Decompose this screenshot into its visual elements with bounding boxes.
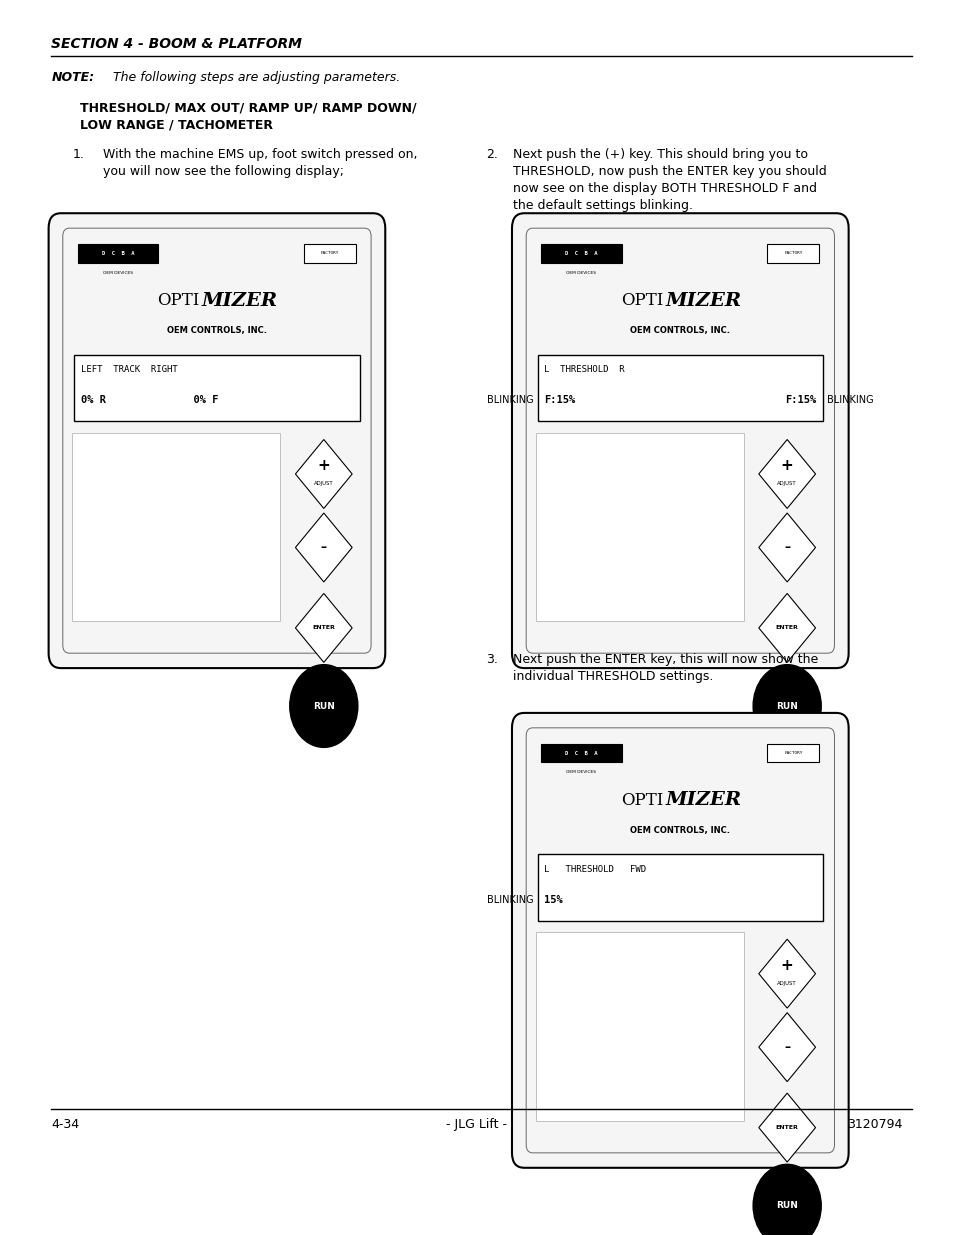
- Circle shape: [752, 1165, 821, 1235]
- Text: F:15%: F:15%: [543, 395, 575, 405]
- Text: L   THRESHOLD   FWD: L THRESHOLD FWD: [543, 864, 645, 873]
- FancyBboxPatch shape: [49, 214, 385, 668]
- Text: 1.: 1.: [72, 148, 84, 161]
- Text: The following steps are adjusting parameters.: The following steps are adjusting parame…: [105, 72, 400, 84]
- Text: OEM CONTROLS, INC.: OEM CONTROLS, INC.: [630, 825, 730, 835]
- Text: +: +: [780, 958, 793, 973]
- Text: MIZER: MIZER: [664, 291, 740, 310]
- Text: BLINKING: BLINKING: [826, 395, 873, 405]
- Text: ENTER: ENTER: [775, 1125, 798, 1130]
- Text: NOTE:: NOTE:: [51, 72, 94, 84]
- Polygon shape: [758, 939, 815, 1008]
- Text: MIZER: MIZER: [664, 792, 740, 809]
- Text: the default settings blinking.: the default settings blinking.: [513, 199, 692, 212]
- Text: OEM DEVICES: OEM DEVICES: [566, 771, 596, 774]
- Text: LEFT  TRACK  RIGHT: LEFT TRACK RIGHT: [81, 366, 177, 374]
- Text: RUN: RUN: [313, 701, 335, 710]
- Bar: [537, 855, 822, 921]
- Text: 0% R              0% F: 0% R 0% F: [81, 395, 218, 405]
- FancyBboxPatch shape: [526, 228, 834, 653]
- Text: ENTER: ENTER: [312, 625, 335, 630]
- Text: LOW RANGE / TACHOMETER: LOW RANGE / TACHOMETER: [80, 119, 273, 131]
- Text: - JLG Lift -: - JLG Lift -: [446, 1118, 507, 1130]
- Text: OPTI: OPTI: [620, 792, 662, 809]
- Text: you will now see the following display;: you will now see the following display;: [103, 165, 344, 178]
- Bar: [72, 432, 280, 621]
- Text: Next push the ENTER key, this will now show the: Next push the ENTER key, this will now s…: [513, 653, 818, 666]
- Bar: [304, 245, 355, 263]
- Polygon shape: [758, 1013, 815, 1082]
- Bar: [78, 245, 158, 263]
- Bar: [535, 932, 743, 1120]
- Text: L  THRESHOLD  R: L THRESHOLD R: [543, 366, 624, 374]
- Bar: [766, 245, 819, 263]
- FancyBboxPatch shape: [63, 228, 371, 653]
- Text: THRESHOLD, now push the ENTER key you should: THRESHOLD, now push the ENTER key you sh…: [513, 165, 826, 178]
- Polygon shape: [758, 594, 815, 662]
- FancyBboxPatch shape: [512, 214, 848, 668]
- Polygon shape: [758, 1093, 815, 1162]
- Text: ADJUST: ADJUST: [314, 480, 334, 485]
- Text: BLINKING: BLINKING: [487, 395, 533, 405]
- Text: D  C  B  A: D C B A: [565, 751, 598, 756]
- Text: THRESHOLD/ MAX OUT/ RAMP UP/ RAMP DOWN/: THRESHOLD/ MAX OUT/ RAMP UP/ RAMP DOWN/: [80, 101, 416, 114]
- Text: D  C  B  A: D C B A: [565, 251, 598, 256]
- Text: D  C  B  A: D C B A: [102, 251, 134, 256]
- Polygon shape: [295, 440, 352, 509]
- FancyBboxPatch shape: [526, 727, 834, 1152]
- Circle shape: [290, 664, 357, 747]
- Text: 15%: 15%: [543, 895, 562, 905]
- Text: –: –: [783, 1041, 789, 1053]
- Text: F:15%: F:15%: [784, 395, 816, 405]
- Polygon shape: [758, 513, 815, 582]
- Text: ADJUST: ADJUST: [777, 981, 796, 986]
- Text: ADJUST: ADJUST: [777, 480, 796, 485]
- Text: 4-34: 4-34: [51, 1118, 79, 1130]
- Text: now see on the display BOTH THRESHOLD F and: now see on the display BOTH THRESHOLD F …: [513, 183, 816, 195]
- Text: OEM CONTROLS, INC.: OEM CONTROLS, INC.: [167, 326, 267, 335]
- Text: OPTI: OPTI: [157, 291, 200, 309]
- Text: OPTI: OPTI: [620, 291, 662, 309]
- Bar: [74, 354, 359, 421]
- Text: MIZER: MIZER: [202, 291, 277, 310]
- Bar: [540, 743, 621, 762]
- Text: RUN: RUN: [776, 701, 798, 710]
- Text: 3120794: 3120794: [846, 1118, 902, 1130]
- Bar: [537, 354, 822, 421]
- Text: +: +: [780, 458, 793, 473]
- Text: –: –: [783, 541, 789, 555]
- Text: With the machine EMS up, foot switch pressed on,: With the machine EMS up, foot switch pre…: [103, 148, 417, 161]
- Text: FACTORY: FACTORY: [320, 252, 338, 256]
- Text: 3.: 3.: [486, 653, 497, 666]
- Text: ENTER: ENTER: [775, 625, 798, 630]
- Text: BLINKING: BLINKING: [487, 895, 533, 905]
- Text: OEM DEVICES: OEM DEVICES: [103, 270, 133, 274]
- Text: Next push the (+) key. This should bring you to: Next push the (+) key. This should bring…: [513, 148, 807, 161]
- Circle shape: [752, 664, 821, 747]
- Polygon shape: [758, 440, 815, 509]
- FancyBboxPatch shape: [512, 713, 848, 1168]
- Polygon shape: [295, 594, 352, 662]
- Text: OEM CONTROLS, INC.: OEM CONTROLS, INC.: [630, 326, 730, 335]
- Bar: [766, 743, 819, 762]
- Text: 2.: 2.: [486, 148, 497, 161]
- Text: –: –: [320, 541, 327, 555]
- Bar: [535, 432, 743, 621]
- Text: SECTION 4 - BOOM & PLATFORM: SECTION 4 - BOOM & PLATFORM: [51, 37, 302, 52]
- Text: OEM DEVICES: OEM DEVICES: [566, 270, 596, 274]
- Bar: [540, 245, 621, 263]
- Text: FACTORY: FACTORY: [783, 751, 801, 755]
- Text: +: +: [317, 458, 330, 473]
- Text: RUN: RUN: [776, 1202, 798, 1210]
- Polygon shape: [295, 513, 352, 582]
- Text: FACTORY: FACTORY: [783, 252, 801, 256]
- Text: individual THRESHOLD settings.: individual THRESHOLD settings.: [513, 671, 713, 683]
